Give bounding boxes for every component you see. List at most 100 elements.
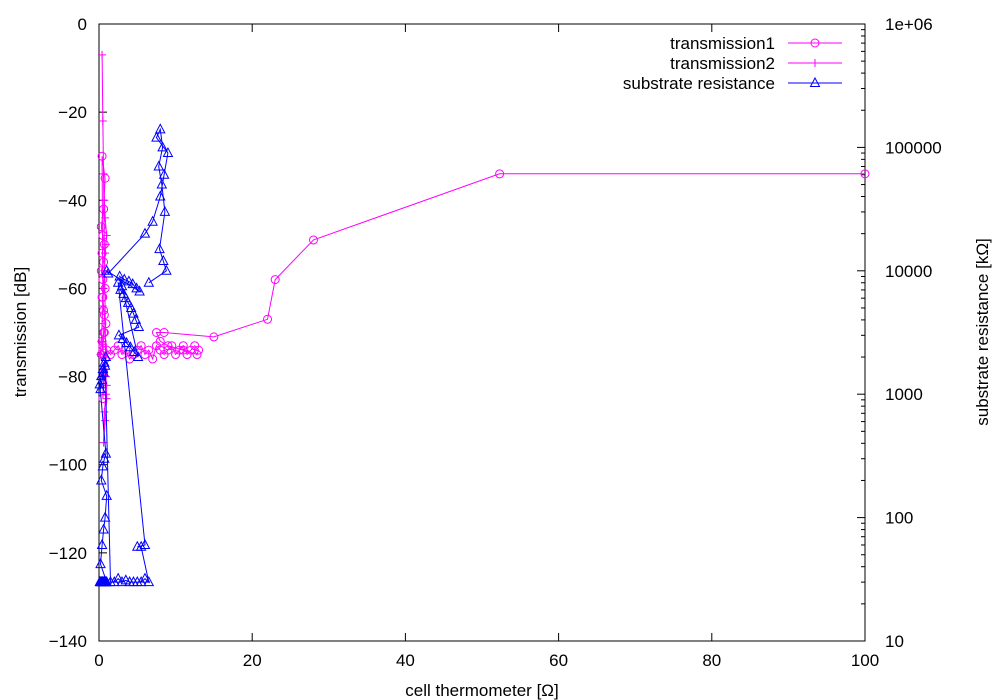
data-point: [163, 341, 173, 351]
data-point: [115, 283, 126, 294]
x-tick-label: 40: [396, 651, 415, 670]
data-point: [143, 576, 155, 587]
data-point: [154, 123, 166, 134]
data-point: [158, 254, 169, 266]
data-point: [132, 350, 144, 362]
data-point: [130, 313, 142, 324]
data-point: [209, 332, 219, 342]
data-point: [308, 235, 318, 245]
data-point: [101, 416, 110, 425]
series-0: [96, 151, 870, 404]
data-point: [96, 538, 108, 549]
data-point: [154, 243, 165, 254]
data-point: [96, 374, 108, 385]
data-point: [143, 276, 155, 287]
data-point: [100, 447, 112, 458]
y-tick-label: −100: [49, 456, 87, 475]
data-point: [113, 329, 125, 340]
data-point: [116, 576, 128, 587]
data-point: [158, 168, 170, 179]
data-point: [159, 205, 171, 216]
data-point: [97, 337, 106, 346]
series-2: [94, 123, 174, 587]
y2-tick-label: 1000: [885, 385, 923, 404]
data-point: [125, 301, 137, 312]
data-point: [97, 362, 109, 374]
legend-label: transmission2: [670, 54, 775, 73]
data-point: [127, 278, 139, 289]
data-point: [144, 345, 154, 355]
data-point: [99, 284, 108, 293]
legend-marker: [810, 38, 820, 48]
data-point: [95, 474, 107, 485]
data-point: [161, 264, 172, 275]
data-point: [134, 285, 145, 296]
legend-label: transmission1: [670, 34, 775, 53]
data-point: [131, 540, 143, 551]
y-tick-label: 0: [78, 15, 87, 34]
legend-marker: [811, 59, 819, 67]
legend-marker: [809, 76, 821, 87]
data-point: [154, 190, 166, 201]
data-point: [99, 511, 111, 522]
data-point: [147, 215, 158, 226]
y2-tick-label: 1e+06: [885, 15, 933, 34]
data-point: [155, 336, 165, 346]
data-point: [139, 572, 151, 583]
data-point: [112, 572, 124, 583]
data-point: [101, 489, 112, 500]
data-point: [98, 366, 109, 377]
data-point: [128, 345, 140, 356]
data-point: [98, 523, 109, 534]
x-tick-label: 0: [94, 651, 103, 670]
data-point: [102, 267, 114, 278]
data-point: [495, 169, 505, 179]
data-point: [98, 275, 108, 285]
y2-axis-label: substrate resistance [kΩ]: [973, 238, 992, 426]
data-point: [153, 160, 165, 171]
series-line: [99, 127, 169, 584]
y-axis-right: 10 100 1000 10000 100000 1e+06: [857, 15, 942, 651]
data-point: [860, 169, 870, 179]
data-point: [100, 407, 109, 416]
data-point: [99, 328, 109, 337]
data-point: [98, 302, 107, 311]
data-point: [123, 275, 135, 286]
data-point: [108, 576, 120, 587]
data-point: [114, 270, 126, 281]
x-tick-label: 100: [851, 651, 879, 670]
y2-tick-label: 100000: [885, 138, 942, 157]
data-point: [99, 452, 110, 463]
data-point: [97, 460, 109, 471]
data-point: [178, 341, 188, 351]
x-tick-label: 80: [702, 651, 721, 670]
data-point: [99, 257, 109, 267]
series-layer: [94, 50, 870, 587]
data-point: [100, 196, 109, 205]
data-point: [102, 231, 111, 240]
data-point: [135, 576, 147, 587]
data-point: [125, 341, 136, 352]
y2-tick-label: 10000: [885, 262, 932, 281]
data-point: [133, 320, 145, 332]
data-point: [139, 227, 151, 238]
data-point: [139, 538, 151, 549]
data-point: [95, 558, 106, 569]
data-point: [151, 131, 162, 142]
y-axis-label: transmission [dB]: [11, 267, 30, 397]
y-axis-left: 0 −20 −40 −60 −80 −100 −120 −140: [49, 15, 107, 651]
x-tick-label: 60: [549, 651, 568, 670]
data-point: [159, 328, 169, 337]
data-point: [101, 249, 110, 258]
y-tick-label: −20: [58, 103, 87, 122]
data-point: [99, 359, 111, 370]
data-point: [270, 275, 280, 285]
data-point: [136, 341, 146, 351]
data-point: [101, 240, 110, 249]
y-tick-label: −40: [58, 191, 87, 210]
data-point: [156, 178, 168, 189]
data-point: [263, 314, 273, 324]
data-point: [99, 169, 108, 178]
x-tick-label: 20: [243, 651, 262, 670]
y-tick-label: −120: [49, 544, 87, 563]
